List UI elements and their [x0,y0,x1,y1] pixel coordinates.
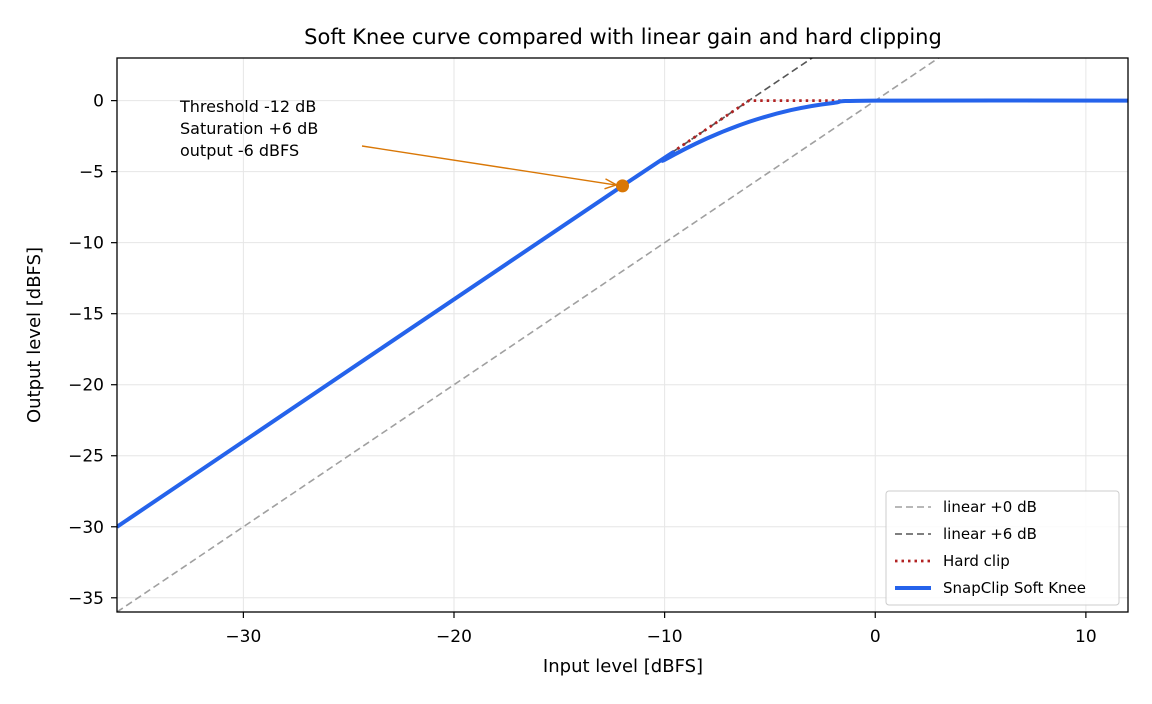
x-tick-label: −10 [647,627,683,647]
y-axis-label: Output level [dBFS] [24,247,45,423]
x-axis-label: Input level [dBFS] [543,656,703,677]
legend-label: SnapClip Soft Knee [943,579,1086,597]
ticks-group: −30 −20 −10 0 10 0 −5 −10 −15 −20 −25 −30 −35 [68,92,1097,647]
legend-label: Hard clip [943,552,1010,570]
legend-box [885,490,1120,606]
y-tick-label: −10 [68,234,104,254]
annotation-point [616,179,629,193]
plot-frame [116,57,1129,613]
legend-label: linear +6 dB [943,525,1037,543]
x-tick-label: −20 [436,627,472,647]
y-tick-label: −5 [79,163,104,183]
annotation-text-line: Saturation +6 dB [180,119,318,138]
annotation-arrow-line [361,145,615,186]
y-tick-label: −25 [68,447,104,467]
series-line-linear-0-db [117,58,940,612]
y-tick-label: −20 [68,376,104,396]
x-tick-label: −30 [225,627,261,647]
x-tick-label: 10 [1075,627,1097,647]
annotation-group: Threshold -12 dB Saturation +6 dB output -… [179,97,629,193]
chart-title: Soft Knee curve compared with linear gai… [304,25,942,49]
series-group [117,58,1128,612]
legend: linear +0 dB linear +6 dB Hard clip SnapCli… [885,490,1120,606]
y-tick-label: −30 [68,518,104,538]
annotation-text-line: Threshold -12 dB [179,97,316,116]
series-line-linear-6-db [117,58,814,528]
annotation-text-line: output -6 dBFS [180,141,299,160]
x-tick-label: 0 [870,627,881,647]
legend-label: linear +0 dB [943,498,1037,516]
y-tick-label: 0 [93,92,104,112]
y-tick-label: −15 [68,305,104,325]
y-tick-label: −35 [68,589,104,609]
series-line-snapclip-soft-knee [117,98,1128,529]
